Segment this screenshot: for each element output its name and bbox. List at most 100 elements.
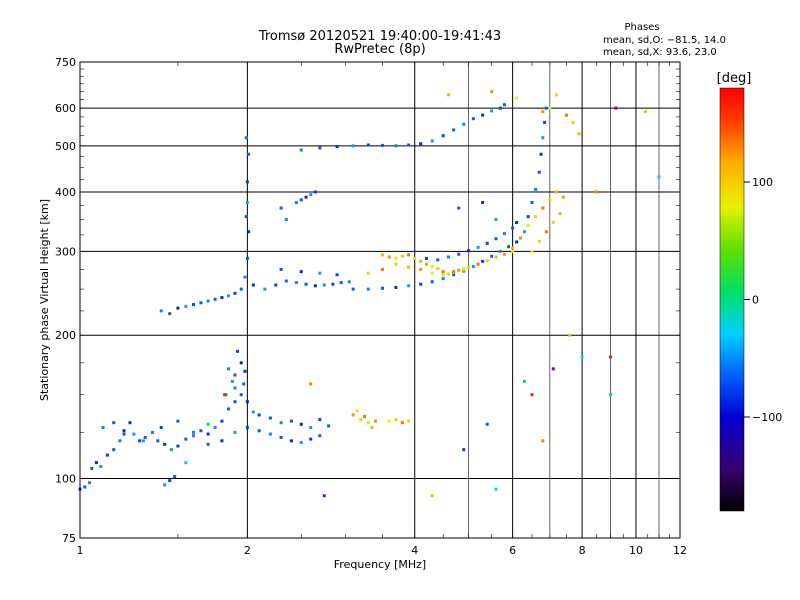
echo-point bbox=[457, 252, 461, 256]
echo-point bbox=[457, 268, 461, 272]
echo-point bbox=[537, 239, 541, 243]
x-tick-label: 1 bbox=[77, 544, 84, 557]
echo-point bbox=[565, 113, 569, 117]
echo-point bbox=[274, 283, 278, 287]
echo-point bbox=[490, 254, 494, 258]
echo-point bbox=[407, 143, 411, 147]
echo-point bbox=[490, 90, 494, 94]
phase-stats: Phases mean, sd,O: −81.5, 14.0 mean, sd,… bbox=[603, 22, 726, 58]
echo-point bbox=[206, 432, 210, 436]
echo-point bbox=[419, 282, 423, 286]
echo-point bbox=[548, 198, 552, 202]
echo-point bbox=[150, 430, 154, 434]
y-axis-ticks: 75 100 200 300 400 500 600 750 bbox=[55, 56, 680, 545]
echo-point bbox=[206, 422, 210, 426]
echo-point bbox=[199, 301, 203, 305]
echo-point bbox=[230, 379, 234, 383]
echo-point bbox=[419, 259, 423, 263]
echo-point bbox=[239, 361, 243, 365]
echo-point bbox=[335, 273, 339, 277]
echo-point bbox=[339, 281, 343, 285]
echo-point bbox=[502, 103, 506, 107]
echo-point bbox=[299, 198, 303, 202]
echo-point bbox=[191, 430, 195, 434]
echo-point bbox=[244, 136, 248, 140]
echo-point bbox=[441, 270, 445, 274]
echo-point bbox=[318, 418, 322, 422]
colorbar-ticks: 100 0 −100 bbox=[744, 176, 782, 424]
echo-point bbox=[577, 132, 581, 136]
y-tick-label: 100 bbox=[55, 473, 76, 486]
echo-point bbox=[494, 237, 498, 241]
echo-point bbox=[522, 230, 526, 234]
echo-point bbox=[122, 432, 126, 436]
echo-point bbox=[446, 93, 450, 97]
echo-point bbox=[407, 284, 411, 288]
echo-point bbox=[548, 106, 552, 110]
echo-point bbox=[206, 442, 210, 446]
echo-point bbox=[284, 279, 288, 283]
echo-point bbox=[199, 429, 203, 433]
echo-point bbox=[558, 212, 562, 216]
echo-point bbox=[322, 494, 326, 498]
echo-point bbox=[309, 193, 313, 197]
echo-point bbox=[99, 464, 103, 468]
echo-points bbox=[78, 90, 661, 498]
echo-point bbox=[245, 400, 249, 404]
echo-point bbox=[511, 246, 515, 250]
echo-point bbox=[485, 422, 489, 426]
echo-point bbox=[507, 245, 511, 249]
x-axis-ticks: 1 2 4 6 8 10 12 bbox=[77, 62, 687, 557]
echo-point bbox=[436, 258, 440, 262]
echo-point bbox=[294, 281, 298, 285]
echo-point bbox=[184, 304, 188, 308]
echo-point bbox=[335, 145, 339, 149]
echo-point bbox=[481, 201, 485, 205]
echo-point bbox=[313, 284, 317, 288]
echo-point bbox=[526, 224, 530, 228]
echo-point bbox=[425, 256, 429, 260]
echo-point bbox=[184, 437, 188, 441]
echo-point bbox=[485, 241, 489, 245]
echo-point bbox=[268, 416, 272, 420]
echo-point bbox=[105, 453, 109, 457]
echo-point bbox=[380, 143, 384, 147]
echo-point bbox=[279, 435, 283, 439]
echo-point bbox=[614, 106, 618, 110]
colorbar-tick-label: 100 bbox=[752, 176, 773, 189]
echo-point bbox=[609, 355, 613, 359]
echo-point bbox=[351, 287, 355, 291]
echo-point bbox=[168, 479, 172, 483]
echo-point bbox=[425, 262, 429, 266]
colorbar-tick-label: −100 bbox=[752, 411, 782, 424]
echo-point bbox=[494, 255, 498, 259]
echo-point bbox=[380, 267, 384, 271]
echo-point bbox=[568, 333, 572, 337]
echo-point bbox=[331, 282, 335, 286]
echo-point bbox=[213, 425, 217, 429]
echo-point bbox=[184, 461, 188, 465]
echo-point bbox=[462, 122, 466, 126]
echo-point bbox=[539, 152, 543, 156]
echo-point bbox=[118, 439, 122, 443]
colorbar-gradient bbox=[720, 88, 744, 511]
echo-point bbox=[236, 349, 240, 353]
echo-point bbox=[571, 120, 575, 124]
echo-point bbox=[233, 400, 237, 404]
echo-point bbox=[394, 256, 398, 260]
y-tick-label: 200 bbox=[55, 329, 76, 342]
echo-point bbox=[446, 272, 450, 276]
echo-point bbox=[251, 283, 255, 287]
echo-point bbox=[515, 96, 519, 100]
echo-point bbox=[419, 142, 423, 146]
echo-point bbox=[534, 187, 538, 191]
echo-point bbox=[359, 418, 363, 422]
echo-point bbox=[452, 128, 456, 132]
echo-point bbox=[580, 355, 584, 359]
echo-point bbox=[534, 215, 538, 219]
echo-point bbox=[206, 299, 210, 303]
echo-point bbox=[394, 262, 398, 266]
y-axis-label: Stationary phase Virtual Height [km] bbox=[38, 199, 51, 401]
echo-point bbox=[191, 434, 195, 438]
echo-point bbox=[555, 190, 559, 194]
